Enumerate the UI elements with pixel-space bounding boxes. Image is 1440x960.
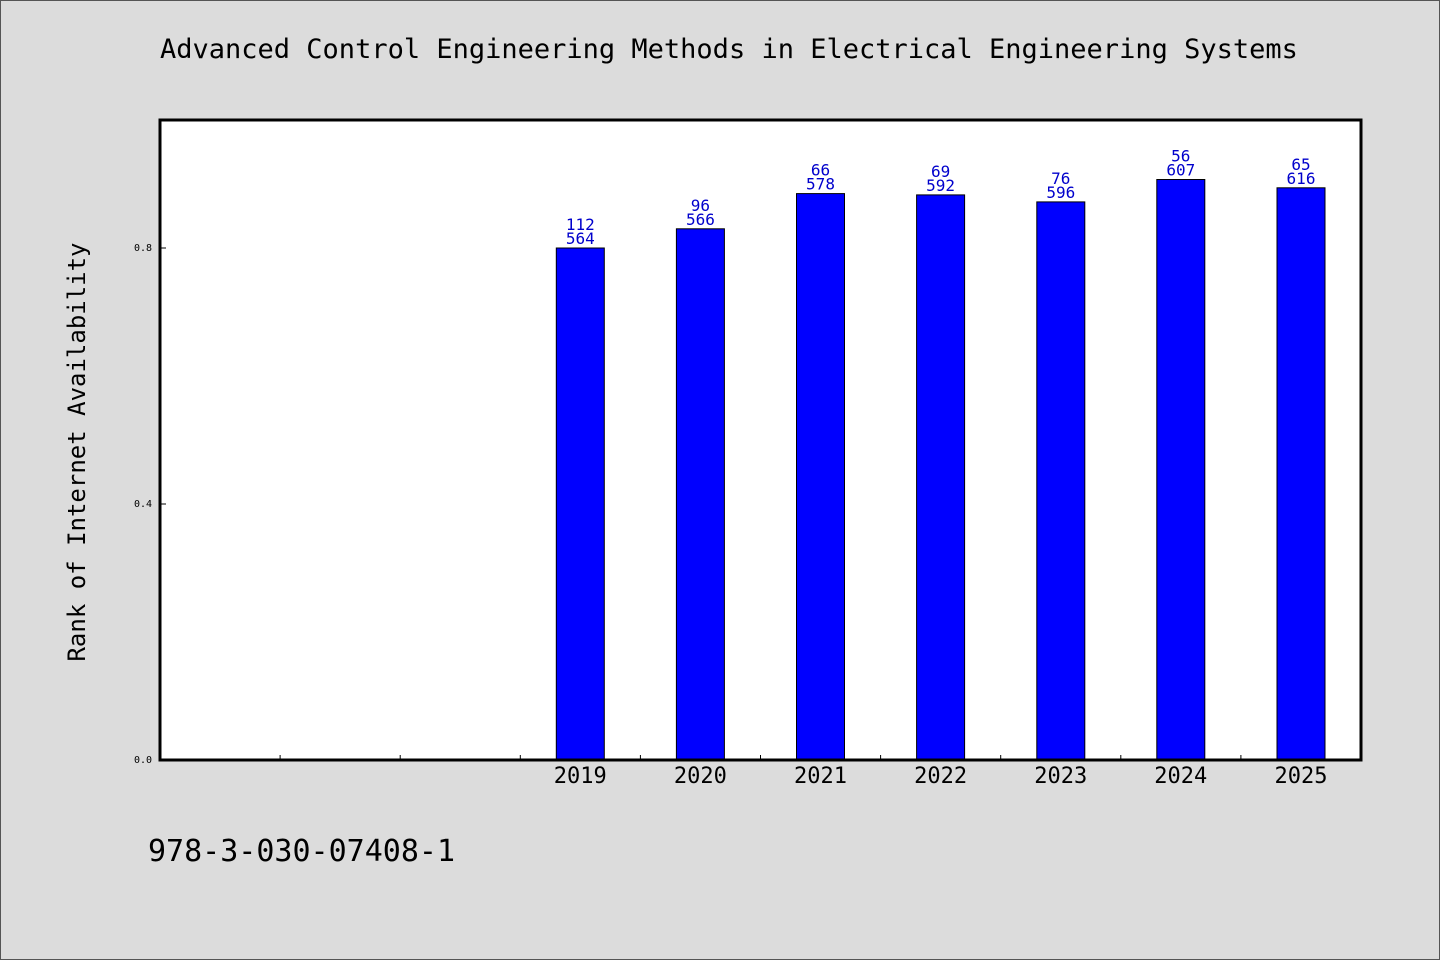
data-label-2025-0: 65	[1291, 155, 1310, 174]
plot-frame	[158, 118, 1363, 762]
bar-2024	[1156, 179, 1206, 761]
bar-2023	[1036, 201, 1086, 761]
data-label-2024-0: 56	[1171, 147, 1190, 166]
data-label-2023-0: 76	[1051, 169, 1070, 188]
bar-2020	[675, 228, 725, 761]
data-label-2021-0: 66	[811, 161, 830, 180]
bar-2019	[555, 247, 605, 761]
data-label-2022-0: 69	[931, 162, 950, 181]
data-label-2024-1: 607	[1166, 161, 1195, 180]
data-label-2021-1: 578	[806, 175, 835, 194]
x-tick-label-2023: 2023	[1034, 764, 1087, 789]
x-tick-label-2022: 2022	[914, 764, 967, 789]
bar-2022	[916, 194, 966, 761]
chart-title: Advanced Control Engineering Methods in …	[160, 34, 1298, 65]
y-tick-label-0.0: 0.0	[134, 755, 152, 766]
data-label-2019-1: 564	[566, 229, 595, 248]
data-label-2020-1: 566	[686, 210, 715, 229]
data-label-2022-1: 592	[926, 176, 955, 195]
y-axis-label: Rank of Internet Availability	[63, 242, 91, 661]
data-label-2020-0: 96	[691, 196, 710, 215]
isbn-text: 978-3-030-07408-1	[148, 834, 456, 869]
x-tick-label-2024: 2024	[1154, 764, 1207, 789]
y-tick-label-0.8: 0.8	[134, 243, 152, 254]
x-tick-label-2021: 2021	[794, 764, 847, 789]
bar-2025	[1276, 187, 1326, 761]
data-label-2019-0: 112	[566, 215, 595, 234]
bars-layer	[555, 179, 1326, 761]
x-tick-label-2020: 2020	[674, 764, 727, 789]
x-tick-label-2019: 2019	[554, 764, 607, 789]
data-label-2025-1: 616	[1287, 169, 1316, 188]
x-axis: 2019 2020 2021 2022 2023 2024 2025	[279, 755, 1328, 789]
y-tick-label-0.4: 0.4	[134, 499, 152, 510]
data-label-2023-1: 596	[1046, 183, 1075, 202]
x-tick-label-2025: 2025	[1275, 764, 1328, 789]
bar-2021	[796, 193, 845, 761]
